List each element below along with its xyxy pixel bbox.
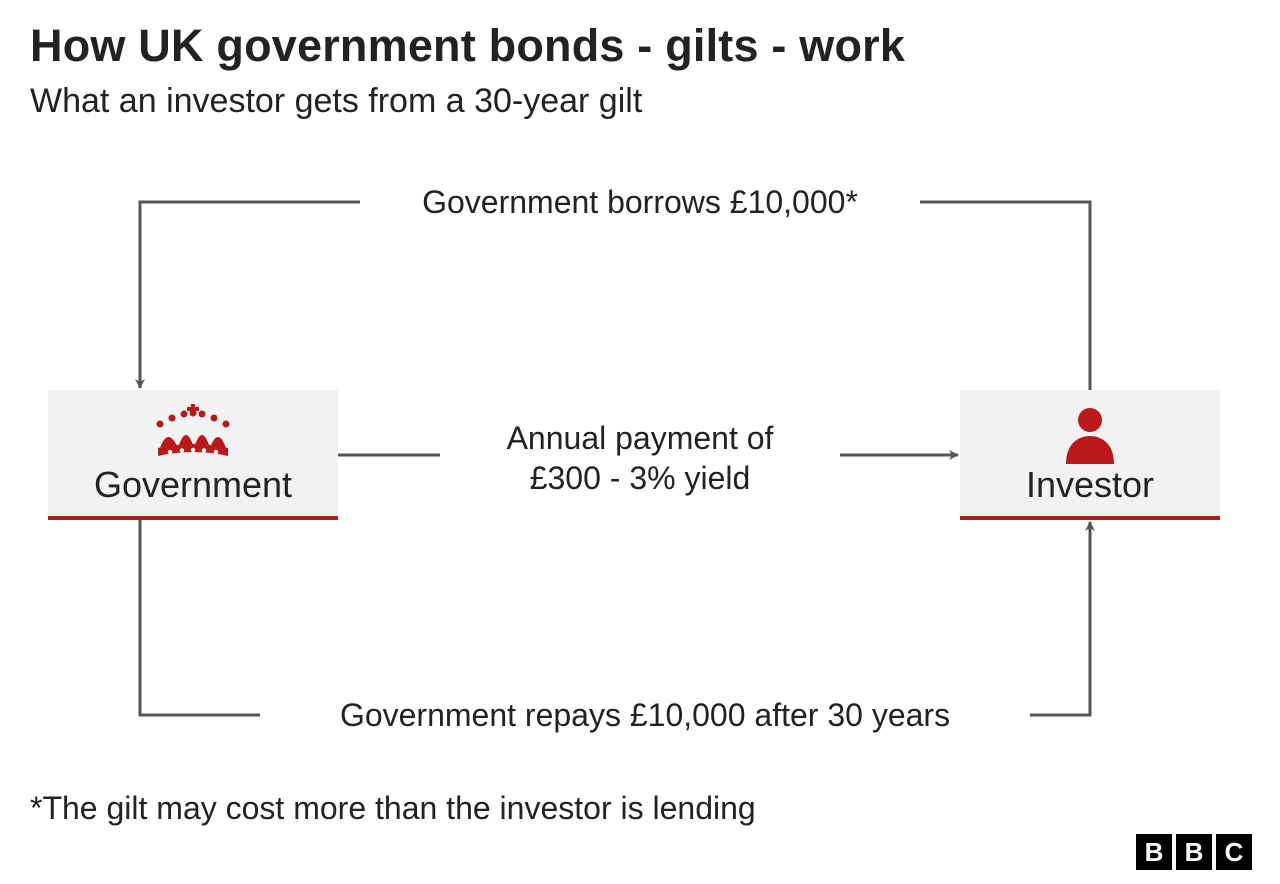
node-investor: Investor — [960, 390, 1220, 520]
flow-label-repay: Government repays £10,000 after 30 years — [260, 695, 1030, 735]
footnote: *The gilt may cost more than the investo… — [30, 790, 756, 827]
flow-label-annual: Annual payment of £300 - 3% yield — [440, 418, 840, 498]
node-investor-label: Investor — [960, 464, 1220, 506]
bbc-logo-letter: C — [1216, 834, 1252, 870]
bbc-logo-letter: B — [1176, 834, 1212, 870]
infographic-stage: How UK government bonds - gilts - work W… — [0, 0, 1280, 884]
bbc-logo-letter: B — [1136, 834, 1172, 870]
flow-label-borrow: Government borrows £10,000* — [360, 182, 920, 222]
node-government-label: Government — [48, 464, 338, 506]
flow-label-annual-line2: £300 - 3% yield — [530, 460, 751, 496]
crown-icon — [48, 404, 338, 460]
subtitle: What an investor gets from a 30-year gil… — [30, 82, 642, 121]
bbc-logo: B B C — [1136, 834, 1252, 870]
flow-label-annual-line1: Annual payment of — [507, 420, 774, 456]
person-icon — [960, 404, 1220, 464]
main-title: How UK government bonds - gilts - work — [30, 20, 905, 72]
node-government: Government — [48, 390, 338, 520]
